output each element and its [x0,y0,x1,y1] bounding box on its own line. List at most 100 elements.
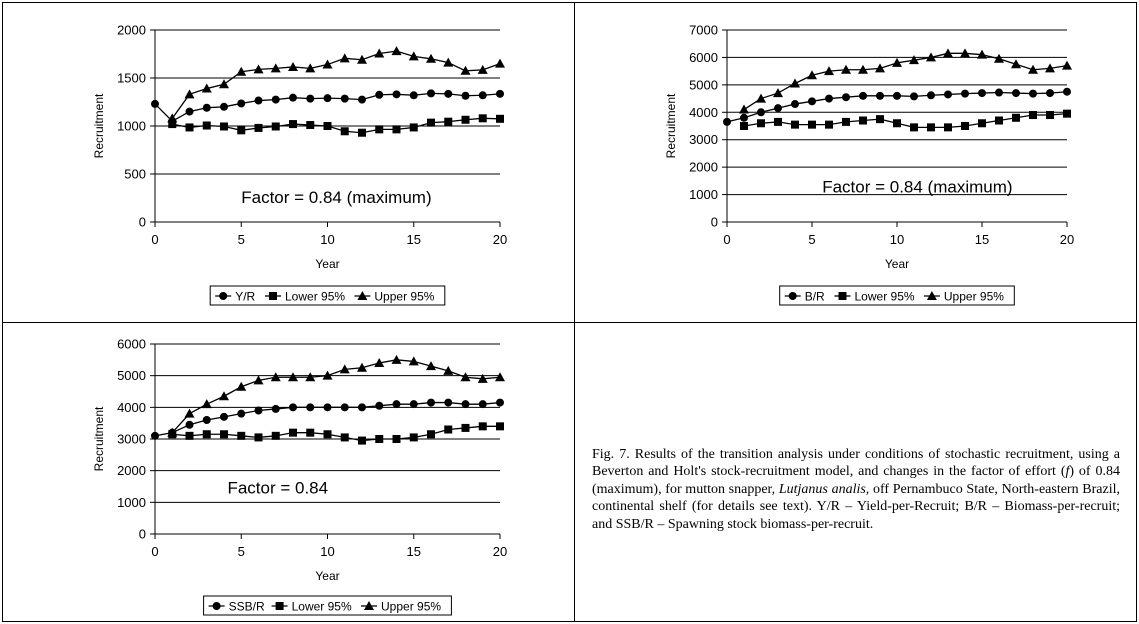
data-point [495,58,505,68]
data-point [1063,87,1071,96]
data-point [375,90,384,99]
data-point [271,95,280,104]
panel-divider-horizontal [2,322,1137,323]
data-point [461,91,470,100]
x-tick-label: 20 [1060,232,1074,247]
data-point [427,89,435,98]
data-point [306,403,315,412]
data-point [306,94,315,103]
data-point [323,403,332,412]
data-point [220,412,228,421]
panel-divider-vertical [574,2,575,622]
data-point [909,55,919,65]
data-point [495,372,505,382]
legend-label: Lower 95% [292,600,352,614]
data-point [790,78,800,88]
data-point [254,433,263,442]
y-tick-label: 2000 [689,160,718,175]
data-point [409,91,418,100]
y-tick-label: 0 [139,215,146,230]
data-point [859,91,867,100]
data-point [756,93,766,103]
x-tick-label: 15 [407,544,421,559]
data-point [961,122,969,130]
data-point [409,433,418,442]
data-point [185,431,194,440]
data-point [392,90,401,99]
series-line [171,359,501,434]
data-point [202,416,211,424]
data-point [496,114,504,123]
data-point [185,107,194,116]
y-tick-label: 6000 [689,50,718,65]
data-point [323,122,332,130]
data-point [254,406,263,415]
data-point [185,420,194,429]
chart-ssbr: 0 1000 2000 3000 4000 5000 6000 0 5 10 15 20 Year Rec… [92,337,507,616]
x-tick-label: 0 [723,232,730,247]
data-point [151,99,159,108]
data-point [774,104,782,113]
data-point [893,91,901,100]
data-point [496,422,504,431]
data-point [875,63,885,73]
legend-label: SSB/R [229,600,265,614]
y-tick-label: 3000 [689,132,718,147]
data-point [322,59,333,69]
data-point [270,63,281,73]
data-point [773,88,783,98]
data-point [478,91,487,100]
data-point [254,96,263,105]
data-point [1029,111,1037,120]
data-point [237,431,246,440]
data-point [426,361,436,371]
data-point [185,123,194,132]
series-upper-95- [739,48,1072,114]
factor-annotation: Factor = 0.84 (maximum) [241,188,431,207]
data-point [1012,113,1020,122]
data-point [409,400,418,409]
data-point [757,108,765,117]
legend-box [209,285,446,306]
y-tick-label: 500 [124,167,146,182]
legend-label: B/R [805,290,825,304]
data-point [201,83,212,93]
legend-marker [357,291,368,300]
data-point [774,117,782,126]
data-point [461,115,470,124]
data-point [202,430,211,439]
data-point [808,120,816,129]
data-point [825,94,833,103]
caption-outro: off Pernambuco State, North-eastern Braz… [592,481,1120,532]
data-point [841,64,851,74]
y-tick-label: 1000 [117,119,146,134]
data-point [461,400,470,409]
x-tick-label: 10 [320,544,334,559]
x-tick-label: 10 [890,232,904,247]
legend: B/R Lower 95% Upper 95% [779,285,1015,306]
data-point [358,403,366,412]
data-point [960,48,970,58]
y-tick-label: 4000 [689,105,718,120]
data-point [271,431,280,440]
data-point [443,57,454,67]
data-point [460,372,471,382]
data-point [791,120,799,129]
data-point [1063,109,1071,118]
data-point [876,91,884,100]
x-tick-label: 20 [493,544,507,559]
data-point [723,117,731,126]
x-tick-label: 15 [975,232,989,247]
factor-annotation: Factor = 0.84 [227,478,328,497]
series-y-r [151,89,504,126]
data-point [757,119,765,128]
data-point [184,89,195,99]
data-point [995,88,1003,97]
y-tick-label: 5000 [117,368,146,383]
legend-label: Upper 95% [944,290,1004,304]
series-lower-95- [740,109,1071,132]
y-axis-label: Recruitment [92,406,106,471]
data-point [477,64,488,74]
y-tick-label: 3000 [117,432,146,447]
series-line [743,52,1068,111]
